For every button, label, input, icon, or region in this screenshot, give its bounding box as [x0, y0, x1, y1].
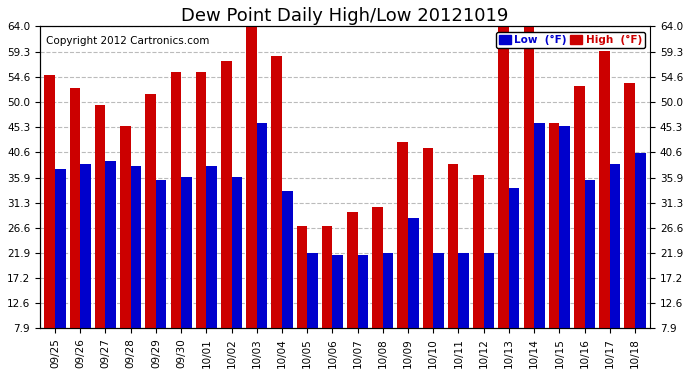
Bar [297, 226, 307, 371]
Legend: Low  (°F), High  (°F): Low (°F), High (°F) [495, 32, 645, 48]
Bar [347, 212, 357, 371]
Bar [106, 161, 116, 371]
Bar [70, 88, 80, 371]
Bar [196, 72, 206, 371]
Bar [282, 190, 293, 371]
Bar [408, 217, 419, 371]
Bar [246, 27, 257, 371]
Bar [120, 126, 130, 371]
Bar [80, 164, 91, 371]
Bar [635, 153, 646, 371]
Bar [423, 148, 433, 371]
Bar [372, 207, 383, 371]
Bar [383, 253, 393, 371]
Bar [458, 253, 469, 371]
Bar [509, 188, 520, 371]
Bar [44, 75, 55, 371]
Bar [181, 177, 192, 371]
Bar [357, 255, 368, 371]
Bar [55, 169, 66, 371]
Bar [156, 180, 166, 371]
Bar [397, 142, 408, 371]
Bar [271, 56, 282, 371]
Bar [560, 126, 570, 371]
Bar [549, 123, 560, 371]
Bar [473, 174, 484, 371]
Bar [130, 166, 141, 371]
Bar [206, 166, 217, 371]
Bar [221, 62, 232, 371]
Bar [232, 177, 242, 371]
Bar [574, 86, 584, 371]
Bar [584, 180, 595, 371]
Bar [95, 105, 106, 371]
Bar [498, 27, 509, 371]
Bar [599, 51, 610, 371]
Bar [322, 226, 333, 371]
Text: Copyright 2012 Cartronics.com: Copyright 2012 Cartronics.com [46, 36, 209, 45]
Bar [146, 94, 156, 371]
Bar [433, 253, 444, 371]
Bar [624, 83, 635, 371]
Bar [524, 27, 534, 371]
Title: Dew Point Daily High/Low 20121019: Dew Point Daily High/Low 20121019 [181, 7, 509, 25]
Bar [307, 253, 318, 371]
Bar [534, 123, 544, 371]
Bar [484, 253, 494, 371]
Bar [170, 72, 181, 371]
Bar [257, 123, 267, 371]
Bar [448, 164, 458, 371]
Bar [333, 255, 343, 371]
Bar [610, 164, 620, 371]
